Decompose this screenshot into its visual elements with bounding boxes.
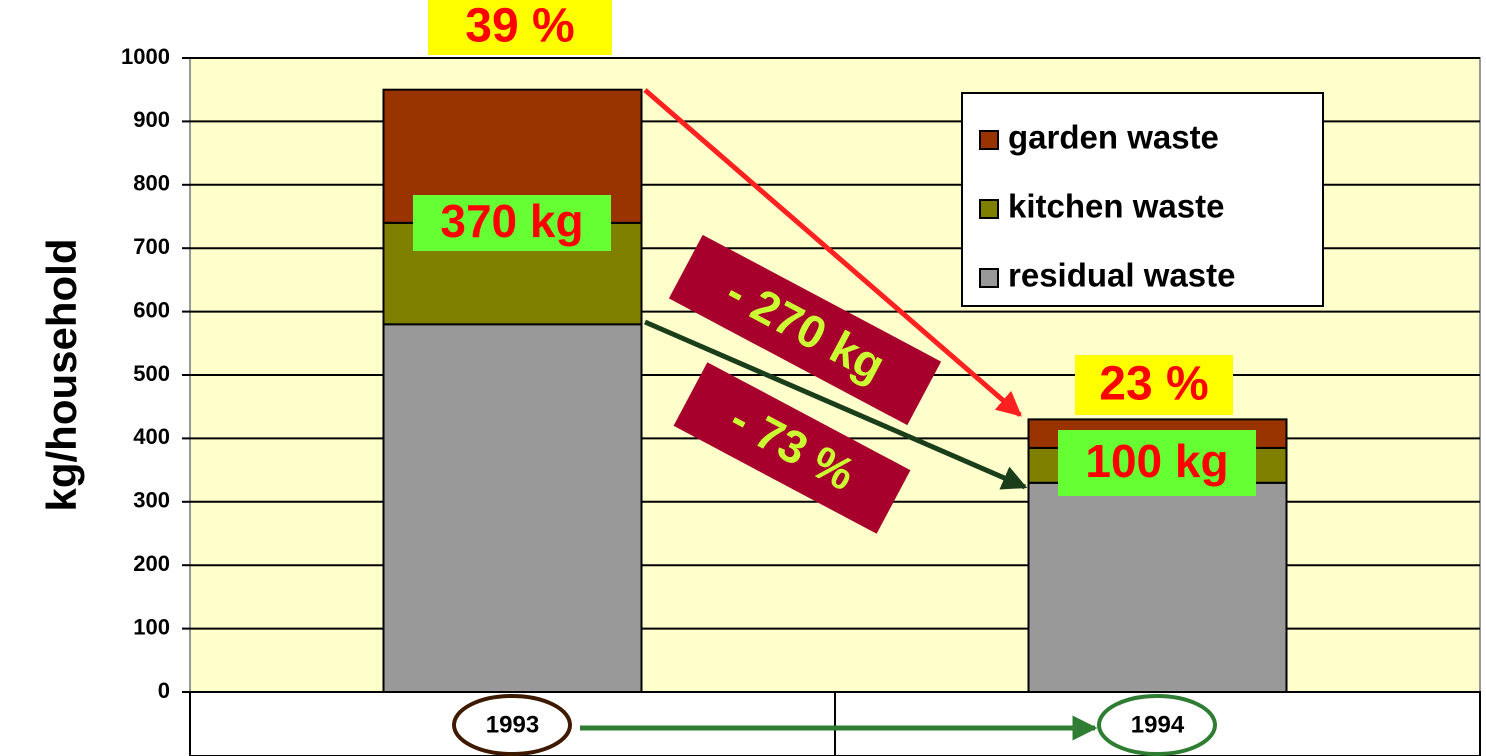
annotation-box [413,195,611,251]
y-tick-label: 200 [133,551,170,576]
y-tick-label: 300 [133,488,170,513]
legend-label: residual waste [1008,257,1235,294]
y-tick-label: 1000 [121,44,170,69]
y-tick-label: 800 [133,171,170,196]
annotation: 370 kg [413,195,611,251]
legend-label: kitchen waste [1008,188,1224,225]
bar-segment [382,323,643,693]
year-ellipse [452,694,572,756]
x-tick-label: 1994 [1131,711,1185,738]
annotation: 100 kg [1058,430,1256,496]
y-axis-label: kg/household [38,239,85,512]
annotation-box [1058,430,1256,496]
y-tick-label: 400 [133,424,170,449]
legend [961,92,1324,307]
legend-swatch [979,268,999,288]
annotation-box [428,0,612,55]
annotation-box [668,234,942,426]
annotation-text: 39 % [465,0,574,53]
legend-label: garden waste [1008,119,1219,156]
year-ellipse [1097,694,1217,756]
annotation-box [673,362,911,534]
bar-segment [1027,481,1288,693]
annotation-box [1075,355,1233,415]
annotation-text: 23 % [1099,358,1208,411]
y-tick-label: 700 [133,234,170,259]
y-tick-label: 0 [158,678,170,703]
arrow [644,319,1028,490]
legend-swatch [979,130,999,150]
y-tick-label: 100 [133,614,170,639]
annotation: - 73 % [673,362,911,534]
annotation-text: 100 kg [1085,435,1228,487]
annotation-text: 370 kg [440,195,583,247]
y-tick-label: 500 [133,361,170,386]
legend-swatch [979,199,999,219]
y-tick-label: 600 [133,297,170,322]
x-tick-label: 1993 [486,711,539,738]
annotation: 23 % [1075,355,1233,415]
arrow [643,88,1022,417]
y-tick-label: 900 [133,107,170,132]
annotation: 39 % [428,0,612,55]
